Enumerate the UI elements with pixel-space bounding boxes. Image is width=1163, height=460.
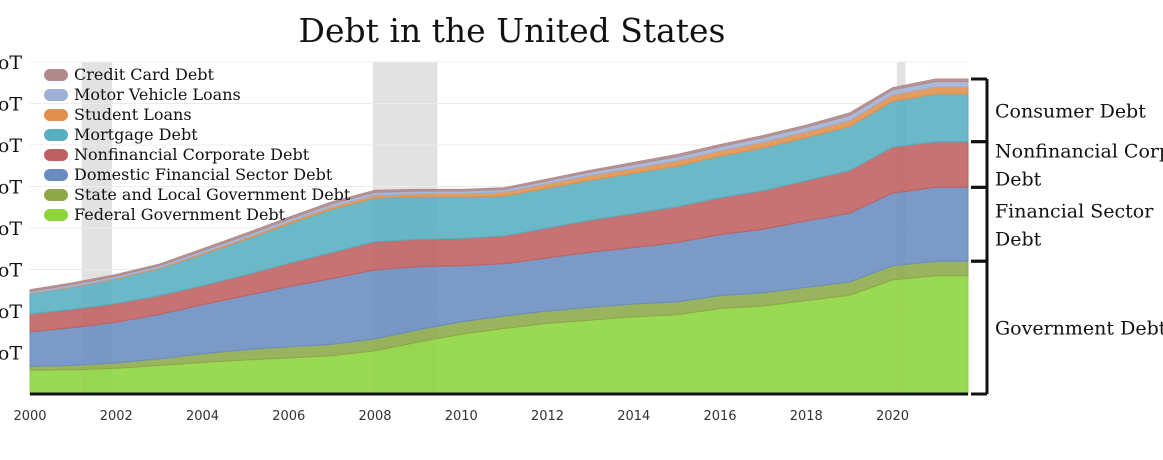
bracket-label: Nonfinancial Corp [995,141,1163,163]
legend-swatch [44,129,68,141]
x-tick-label: 2012 [531,409,564,424]
bracket-label: Consumer Debt [995,100,1146,122]
legend-label: Student Loans [74,105,192,124]
chart-title: Debt in the United States [299,11,726,50]
y-tick-label: oT [0,135,22,157]
area-credit-card-debt [29,78,969,293]
legend-label: Credit Card Debt [74,65,215,84]
legend-label: Federal Government Debt [74,205,286,224]
bracket-label: Debt [995,169,1042,191]
legend-label: State and Local Government Debt [74,185,351,204]
legend-label: Motor Vehicle Loans [74,85,241,104]
x-tick-label: 2014 [617,409,650,424]
legend-label: Nonfinancial Corporate Debt [74,145,310,164]
x-tick-label: 2016 [703,409,736,424]
x-tick-label: 2004 [186,409,219,424]
legend-item: State and Local Government Debt [44,185,351,204]
legend-item: Domestic Financial Sector Debt [44,165,333,184]
x-tick-label: 2002 [100,409,133,424]
legend-item: Federal Government Debt [44,205,286,224]
y-tick-label: oT [0,343,22,365]
legend-label: Mortgage Debt [74,125,198,144]
y-tick-label: oT [0,218,22,240]
legend-swatch [44,149,68,161]
y-tick-label: oT [0,260,22,282]
bracket-label: Government Debt [995,318,1163,340]
legend-label: Domestic Financial Sector Debt [74,165,333,184]
x-tick-label: 2020 [876,409,909,424]
legend-item: Student Loans [44,105,192,124]
legend-swatch [44,109,68,121]
bracket-label: Debt [995,228,1042,250]
x-axis-ticks: 2000 2002 2004 2006 2008 2010 2012 2014 2016 2018… [13,409,909,424]
bracket-label: Financial Sector [995,200,1154,222]
legend-item: Credit Card Debt [44,65,215,84]
y-tick-label: oT [0,52,22,74]
y-tick-label: oT [0,301,22,323]
legend-swatch [44,89,68,101]
x-tick-label: 2000 [13,409,46,424]
legend-swatch [44,69,68,81]
y-tick-label: oT [0,94,22,116]
y-tick-label: oT [0,177,22,199]
legend-swatch [44,189,68,201]
x-tick-label: 2008 [358,409,391,424]
legend-item: Mortgage Debt [44,125,198,144]
debt-brackets: Consumer Debt Nonfinancial Corp Debt Financ… [971,77,1163,396]
legend-swatch [44,209,68,221]
legend-swatch [44,169,68,181]
x-tick-label: 2006 [272,409,305,424]
legend-item: Nonfinancial Corporate Debt [44,145,310,164]
legend-item: Motor Vehicle Loans [44,85,241,104]
x-tick-label: 2018 [790,409,823,424]
y-axis-ticks: oT oT oT oT oT oT oT oT [0,52,22,365]
stacked-areas [29,78,969,395]
x-tick-label: 2010 [445,409,478,424]
